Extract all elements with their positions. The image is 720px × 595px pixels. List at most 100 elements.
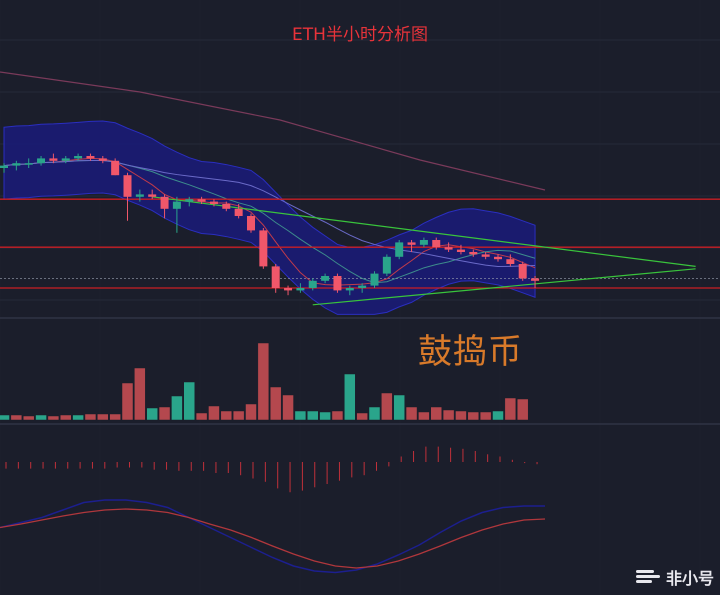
candle-body (481, 254, 490, 257)
volume-bar (245, 403, 257, 421)
macd-fast-line (0, 499, 545, 574)
volume-bar (356, 412, 368, 421)
candle-body (333, 276, 342, 291)
candle-body (296, 288, 305, 291)
volume-bar (232, 410, 245, 421)
candle-body (24, 163, 33, 165)
candle-body (86, 156, 95, 159)
volume-bar (208, 405, 220, 421)
candle-body (247, 216, 255, 231)
volume-bar (121, 382, 134, 421)
long-moving-average (0, 71, 546, 191)
volume-bar (134, 367, 146, 421)
candle-body (197, 199, 206, 202)
candle-body (259, 230, 268, 267)
candle-body (518, 264, 527, 279)
candle-body (37, 158, 46, 164)
volume-bar (492, 410, 504, 421)
volume-bar (257, 342, 270, 421)
candle-body (308, 280, 317, 288)
candle-body (160, 196, 169, 209)
candle-body (370, 273, 379, 286)
candle-body (234, 208, 243, 216)
volume-bar (418, 411, 430, 421)
volume-bar (47, 415, 60, 421)
candle-body (456, 249, 465, 252)
volume-bar (109, 413, 121, 421)
volume-bar (319, 411, 331, 421)
volume-bar (282, 394, 294, 421)
brand-icon (635, 569, 662, 585)
candle-body (172, 201, 181, 209)
candle-body (271, 266, 280, 288)
candle-body (469, 252, 478, 255)
chart-title: ETH半小时分析图 (292, 25, 428, 45)
candle-body (345, 288, 354, 291)
brand-logo: 非小号 (635, 565, 714, 589)
volume-bar (269, 386, 282, 421)
volume-bar (405, 406, 418, 421)
volume-bar (368, 406, 381, 421)
candle-body (185, 199, 194, 202)
trendline (152, 196, 696, 267)
candle-body (61, 158, 70, 161)
watermark-text: 鼓捣币 (418, 332, 523, 372)
candle-body (494, 256, 502, 260)
volume-bar (381, 392, 393, 421)
volume-bar (146, 407, 158, 421)
candle-body (222, 204, 231, 209)
volume-bar (72, 414, 84, 421)
candle-body (209, 201, 218, 204)
volume-bar (504, 397, 517, 421)
volume-bar (430, 406, 442, 421)
candle-body (0, 165, 8, 168)
volume-bar (220, 410, 233, 421)
candle-body (98, 158, 107, 161)
candle-body (49, 158, 58, 161)
candle-body (395, 242, 404, 257)
candle-body (12, 163, 21, 166)
candle-body (74, 156, 83, 159)
candle-body (432, 240, 441, 248)
volume-bar (442, 409, 455, 421)
volume-bar (479, 411, 492, 421)
volume-bar (171, 395, 183, 421)
volume-bar (516, 398, 529, 421)
candle-body (531, 278, 540, 281)
candle-body (321, 276, 330, 281)
volume-bar (97, 413, 109, 421)
candle-body (382, 256, 391, 274)
volume-bar (393, 394, 405, 421)
volume-bar (307, 410, 319, 421)
candle-body (506, 259, 515, 264)
candle-body (358, 285, 367, 288)
trendline (312, 268, 696, 306)
candle-body (407, 242, 416, 245)
volume-bar (10, 414, 23, 421)
candle-body (111, 160, 120, 176)
volume-bar (467, 411, 480, 421)
brand-name: 非小号 (665, 569, 714, 588)
volume-bar (294, 410, 307, 421)
volume-bar (22, 415, 35, 421)
candle-body (284, 288, 293, 291)
volume-bar (35, 414, 47, 421)
macd-signal-line (0, 508, 546, 569)
candle-body (444, 247, 453, 250)
candle-body (419, 240, 428, 245)
candle-body (123, 175, 132, 197)
volume-bar (183, 381, 195, 421)
candle-body (135, 194, 144, 197)
volume-bar (84, 413, 97, 421)
volume-bar (455, 410, 467, 421)
volume-bar (331, 410, 344, 421)
candle-body (148, 194, 157, 197)
volume-bar (158, 406, 171, 421)
volume-bar (344, 373, 356, 421)
volume-bar (0, 414, 10, 421)
moving-average-line (3, 157, 536, 286)
volume-bar (60, 414, 72, 421)
volume-bar (195, 412, 208, 421)
moving-average-line (3, 159, 536, 268)
